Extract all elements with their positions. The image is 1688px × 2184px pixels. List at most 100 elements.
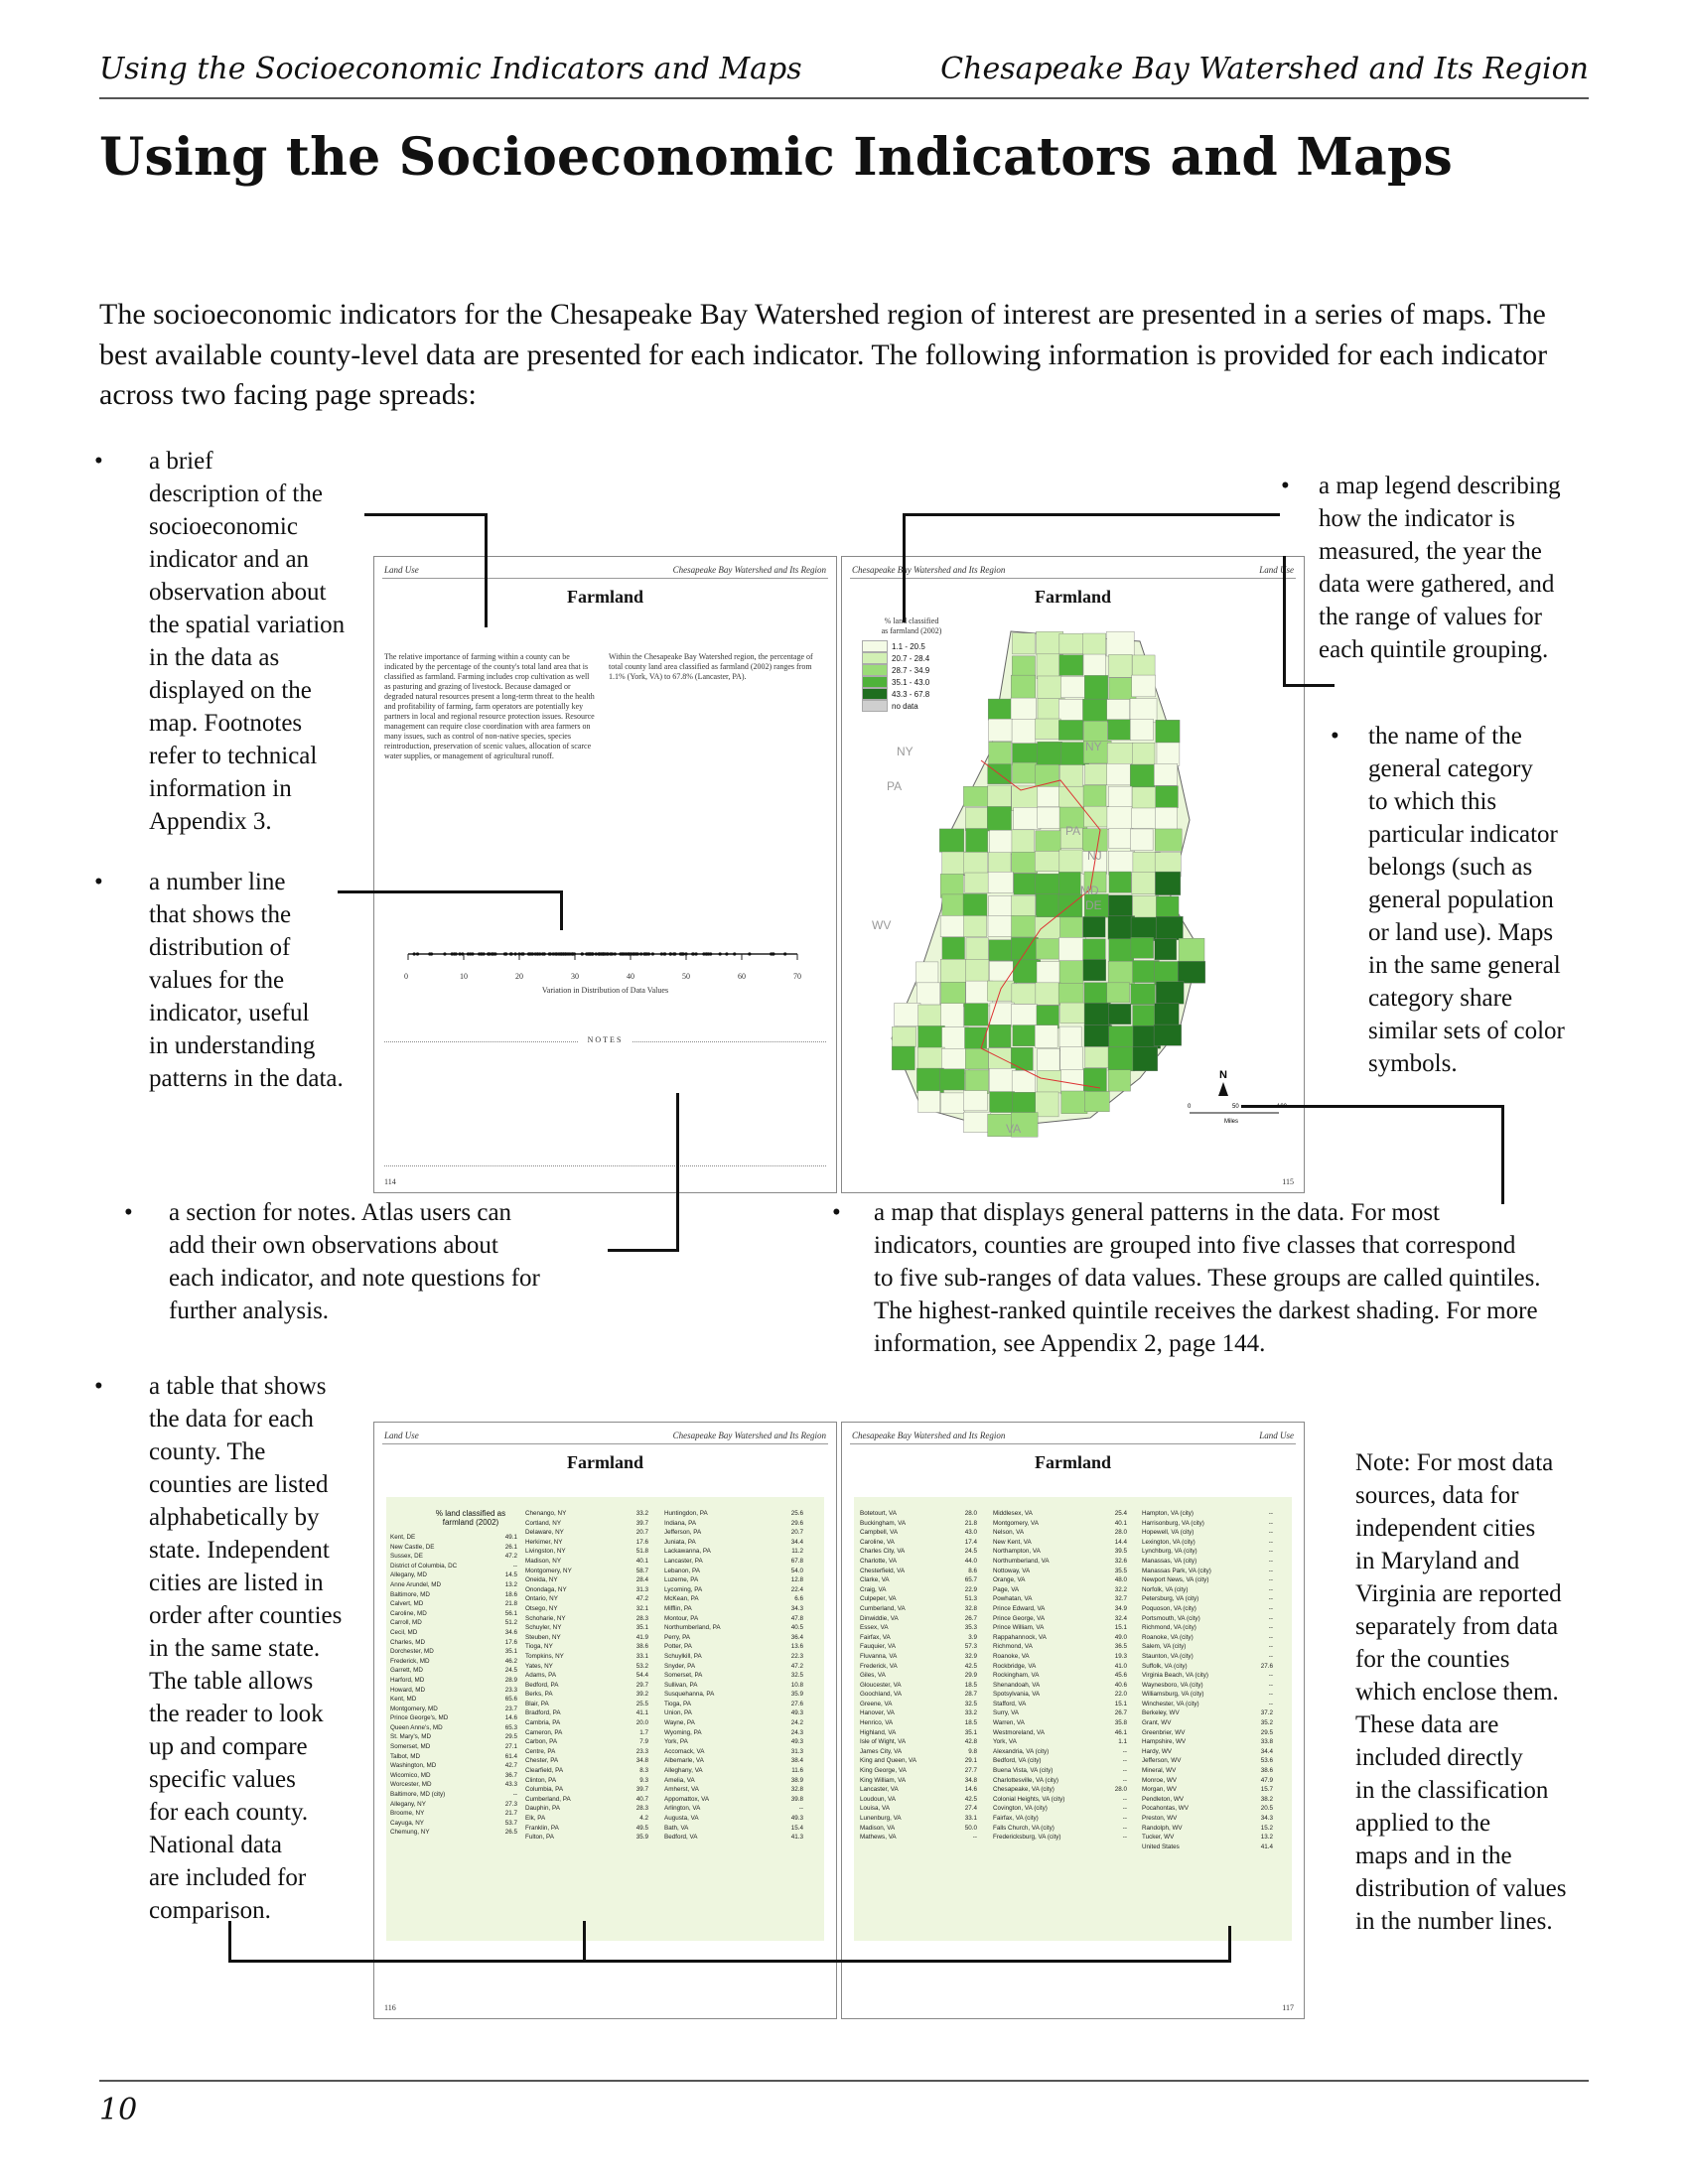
- state-label: NJ: [1087, 849, 1102, 863]
- running-head: Chesapeake Bay Watershed and Its Region: [672, 565, 826, 575]
- county-value: 18.5: [964, 1681, 977, 1689]
- county-name: Clearfield, PA: [525, 1767, 564, 1775]
- county-name: Staunton, VA (city): [1142, 1652, 1194, 1660]
- county-value: 8.6: [968, 1567, 977, 1574]
- county-shape: [1107, 915, 1135, 940]
- county-name: Bradford, PA: [525, 1709, 561, 1717]
- table-row: Clinton, PA 9.3: [525, 1776, 648, 1786]
- county-shape: [964, 1069, 989, 1094]
- table-row: Amherst, VA 32.8: [664, 1785, 803, 1795]
- table-row: St. Mary's, MD 29.5: [390, 1732, 517, 1742]
- number-line-point: [590, 952, 594, 956]
- county-name: Clarke, VA: [860, 1576, 890, 1584]
- county-value: 18.6: [504, 1590, 517, 1598]
- bullet-text: a map that displays general patterns in …: [874, 1199, 1541, 1357]
- number-line-point: [562, 952, 566, 956]
- legend-swatch: [862, 652, 888, 664]
- number-line-point: [694, 952, 698, 956]
- county-shape: [892, 1026, 916, 1047]
- county-name: Wyoming, PA: [664, 1728, 702, 1736]
- table-row: Schoharie, NY 28.3: [525, 1614, 648, 1624]
- number-line-point: [580, 952, 584, 956]
- county-value: 19.3: [1114, 1652, 1127, 1660]
- county-shape: [989, 1091, 1015, 1113]
- table-row: Tucker, WV 13.2: [1142, 1833, 1273, 1843]
- legend-swatch: [862, 676, 888, 688]
- county-name: Henrico, VA: [860, 1719, 894, 1727]
- table-row: Rockingham, VA 45.6: [993, 1671, 1127, 1681]
- county-name: Otsego, NY: [525, 1604, 558, 1612]
- county-name: Hampshire, WV: [1142, 1738, 1187, 1746]
- county-value: --: [1268, 1557, 1273, 1565]
- county-value: 39.5: [1114, 1548, 1127, 1556]
- county-name: Kent, DE: [390, 1534, 416, 1541]
- county-value: 14.6: [964, 1786, 977, 1794]
- table-row: Tioga, NY 38.6: [525, 1642, 648, 1652]
- county-shape: [1035, 982, 1061, 1006]
- table-row: Norfolk, VA (city) --: [1142, 1585, 1273, 1595]
- table-row: Chemung, NY 26.5: [390, 1828, 517, 1838]
- county-value: 32.2: [1114, 1585, 1127, 1593]
- head-rule: [382, 578, 828, 579]
- county-name: Somerset, PA: [664, 1672, 703, 1680]
- county-name: Culpeper, VA: [860, 1595, 897, 1603]
- table-row: Mifflin, PA 34.3: [664, 1604, 803, 1614]
- table-row: Montgomery, NY 58.7: [525, 1567, 648, 1576]
- table-row: Prince Edward, VA 34.9: [993, 1604, 1127, 1614]
- county-shape: [1036, 938, 1062, 960]
- table-column-1: Kent, DE 49.1 New Castle, DE 26.1 Sussex, DE…: [390, 1533, 517, 1838]
- county-name: Portsmouth, VA (city): [1142, 1614, 1200, 1622]
- county-value: 29.9: [964, 1672, 977, 1680]
- county-shape: [916, 1046, 945, 1071]
- bullet-category: • the name of the general category to wh…: [1331, 720, 1599, 1097]
- number-line-point: [709, 952, 713, 956]
- county-name: Montgomery, VA: [993, 1519, 1039, 1527]
- table-row: Charles, MD 17.6: [390, 1638, 517, 1648]
- county-shape: [964, 1026, 987, 1050]
- county-shape: [1129, 764, 1156, 788]
- county-name: Prince Edward, VA: [993, 1604, 1046, 1612]
- county-value: 34.8: [964, 1776, 977, 1784]
- county-shape: [1156, 742, 1181, 766]
- table-row: Carroll, MD 51.2: [390, 1618, 517, 1628]
- table-row: Waynesboro, VA (city) --: [1142, 1681, 1273, 1691]
- number-line-point: [706, 952, 710, 956]
- table-row: Madison, VA 50.0: [860, 1824, 977, 1834]
- table-row: Somerset, PA 32.5: [664, 1671, 803, 1681]
- county-name: Waynesboro, VA (city): [1142, 1681, 1203, 1689]
- bullet-notes: • a section for notes. Atlas users can a…: [124, 1196, 591, 1335]
- county-name: Lunenburg, VA: [860, 1815, 902, 1822]
- county-shape: [1108, 1004, 1132, 1025]
- county-shape: [1130, 916, 1157, 941]
- table-row: Charles City, VA 24.5: [860, 1547, 977, 1557]
- county-value: 14.5: [504, 1571, 517, 1579]
- county-name: Lackawanna, PA: [664, 1548, 711, 1556]
- county-value: --: [972, 1834, 977, 1842]
- county-shape: [1156, 895, 1180, 919]
- county-value: 33.1: [635, 1652, 648, 1660]
- table-row: Page, VA 32.2: [993, 1585, 1127, 1595]
- county-shape: [1035, 893, 1060, 919]
- table-row: Lynchburg, VA (city) --: [1142, 1547, 1273, 1557]
- legend-swatch: [862, 700, 888, 712]
- county-name: Centre, PA: [525, 1747, 556, 1755]
- number-line-point: [678, 952, 682, 956]
- county-name: Suffolk, VA (city): [1142, 1662, 1188, 1670]
- county-shape: [964, 872, 991, 893]
- county-name: Greene, VA: [860, 1700, 893, 1707]
- spread2-right-page: Chesapeake Bay Watershed and Its Region …: [841, 1422, 1305, 2019]
- number-line-point: [469, 952, 473, 956]
- county-shape: [1108, 851, 1135, 876]
- county-shape: [987, 784, 1012, 809]
- county-name: Yates, NY: [525, 1662, 553, 1670]
- bullet-dot: •: [94, 1373, 103, 1400]
- county-name: Somerset, MD: [390, 1743, 431, 1751]
- number-line-axis-label: Variation in Distribution of Data Values: [541, 986, 669, 995]
- table-row: Nottoway, VA 35.5: [993, 1567, 1127, 1576]
- county-value: 53.2: [635, 1662, 648, 1670]
- table-row: Roanoke, VA (city) --: [1142, 1633, 1273, 1643]
- bullet-dot: •: [1281, 473, 1290, 499]
- county-name: Cambria, PA: [525, 1719, 561, 1727]
- table-row: Union, PA 49.3: [664, 1708, 803, 1718]
- county-value: 33.2: [964, 1709, 977, 1717]
